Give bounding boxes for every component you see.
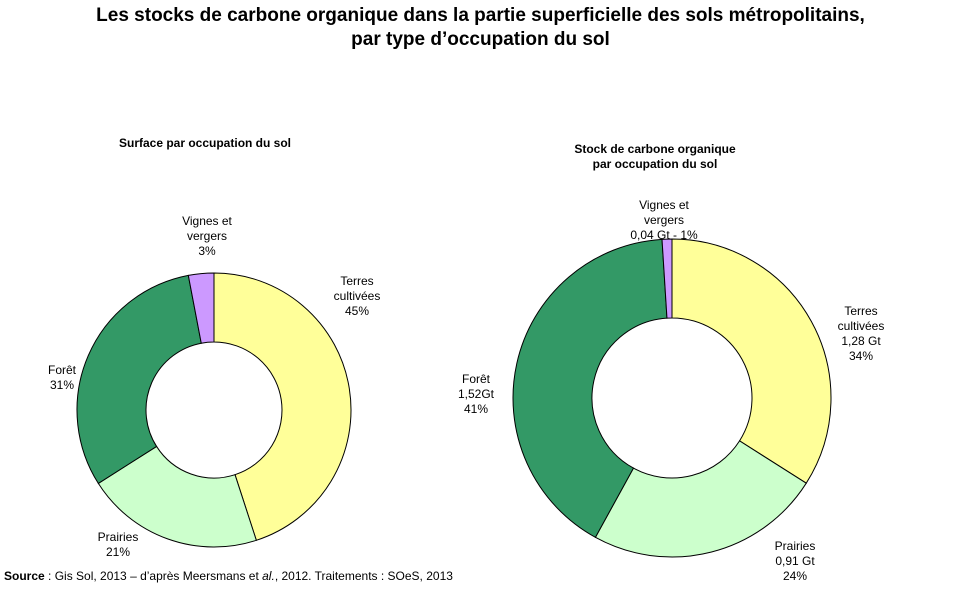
chart-2-title-line-1: Stock de carbone organique (574, 142, 736, 156)
slice-label-vignes-et-vergers: Vignes et vergers 3% (182, 214, 232, 258)
slice-foret (512, 238, 668, 539)
slice-foret (76, 274, 202, 485)
slice-label-foret: Forêt 31% (48, 363, 77, 392)
slice-prairies (594, 440, 807, 558)
chart-1-title-line-1: Surface par occupation du sol (118, 136, 292, 150)
chart-1-title: Surface par occupation du sol (90, 136, 320, 151)
page-title-line-1: Les stocks de carbone organique dans la … (96, 5, 865, 26)
slice-terres-cultivees (671, 238, 832, 484)
slice-vignes-et-vergers (661, 238, 673, 319)
slice-terres-cultivees (213, 272, 352, 541)
slice-label-vignes-et-vergers: Vignes et vergers 0,04 Gt - 1% (630, 198, 698, 242)
source-label: Source (4, 569, 45, 583)
slice-prairies (97, 445, 257, 548)
slice-label-prairies: Prairies 0,91 Gt 24% (775, 539, 816, 583)
page-title: Les stocks de carbone organique dans la … (0, 4, 961, 52)
chart-2-title: Stock de carbone organique par occupatio… (540, 142, 770, 172)
source-text-italic: al. (262, 569, 275, 583)
slice-label-prairies: Prairies 21% (98, 530, 139, 559)
source-note: Source : Gis Sol, 2013 – d’après Meersma… (4, 569, 453, 584)
slice-label-terres-cultivees: Terres cultivées 45% (334, 274, 381, 318)
slice-label-terres-cultivees: Terres cultivées 1,28 Gt 34% (838, 304, 885, 363)
chart-2-title-line-2: par occupation du sol (592, 157, 718, 171)
source-text-2: , 2012. Traitements : SOeS, 2013 (274, 569, 453, 583)
page-title-line-2: par type d’occupation du sol (351, 29, 610, 50)
slice-label-foret: Forêt 1,52Gt 41% (458, 372, 495, 416)
source-text-1: : Gis Sol, 2013 – d’après Meersmans et (44, 569, 263, 583)
slice-vignes-et-vergers (187, 272, 215, 344)
